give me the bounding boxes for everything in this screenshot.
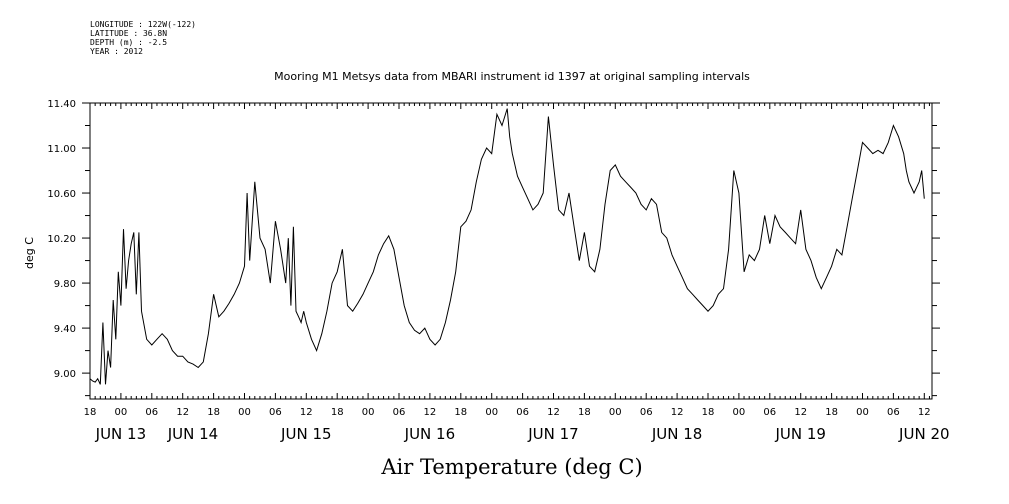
- date-label: JUN 19: [774, 425, 825, 443]
- x-tick-label: 00: [856, 407, 869, 418]
- x-tick-label: 00: [238, 407, 251, 418]
- x-tick-label: 12: [547, 407, 560, 418]
- date-label: JUN 13: [95, 425, 146, 443]
- x-tick-label: 06: [145, 407, 158, 418]
- x-tick-label: 00: [362, 407, 375, 418]
- x-tick-label: 18: [331, 407, 344, 418]
- date-label: JUN 15: [280, 425, 331, 443]
- x-tick-label: 06: [393, 407, 406, 418]
- x-tick-label: 18: [825, 407, 838, 418]
- x-tick-label: 06: [516, 407, 529, 418]
- plot-frame: [89, 102, 933, 400]
- x-tick-label: 12: [918, 407, 931, 418]
- date-label: JUN 14: [167, 425, 218, 443]
- x-tick-label: 18: [578, 407, 591, 418]
- date-label: JUN 17: [527, 425, 578, 443]
- depth-text: DEPTH (m) : -2.5: [90, 38, 168, 47]
- x-tick-label: 12: [671, 407, 684, 418]
- x-tick-label: 00: [609, 407, 622, 418]
- x-axis-label: Air Temperature (deg C): [380, 455, 642, 479]
- x-tick-label: 00: [485, 407, 498, 418]
- x-tick-label: 12: [300, 407, 313, 418]
- x-tick-label: 12: [176, 407, 189, 418]
- x-tick-label: 18: [454, 407, 467, 418]
- x-tick-label: 06: [887, 407, 900, 418]
- y-axis-label: deg C: [23, 237, 36, 269]
- x-tick-label: 00: [733, 407, 746, 418]
- y-tick-label: 9.80: [54, 279, 76, 290]
- x-tick-label: 06: [269, 407, 282, 418]
- longitude-text: LONGITUDE : 122W(-122): [90, 20, 196, 29]
- y-tick-label: 11.40: [47, 99, 76, 110]
- y-tick-label: 11.00: [47, 144, 76, 155]
- x-tick-label: 06: [763, 407, 776, 418]
- y-tick-label: 9.40: [54, 324, 76, 335]
- date-label: JUN 16: [404, 425, 455, 443]
- y-tick-label: 10.60: [47, 189, 76, 200]
- x-tick-label: 00: [115, 407, 128, 418]
- metadata-block: LONGITUDE : 122W(-122) LATITUDE : 36.8N …: [90, 20, 196, 56]
- latitude-text: LATITUDE : 36.8N: [90, 29, 168, 38]
- x-tick-label: 06: [640, 407, 653, 418]
- chart-title: Mooring M1 Metsys data from MBARI instru…: [274, 70, 750, 83]
- x-tick-label: 18: [84, 407, 97, 418]
- date-label: JUN 20: [898, 425, 949, 443]
- tick-labels: 18 00 06 12 18 00 06 12 18 00 06 12 18 00 06 12 18 00 06 12…: [47, 99, 949, 443]
- axis-ticks: [82, 102, 940, 399]
- x-tick-label: 12: [794, 407, 807, 418]
- x-tick-label: 12: [424, 407, 437, 418]
- year-text: YEAR : 2012: [90, 47, 143, 56]
- x-tick-label: 18: [207, 407, 220, 418]
- temperature-series-line: [89, 108, 925, 385]
- y-tick-label: 10.20: [47, 234, 76, 245]
- date-label: JUN 18: [651, 425, 702, 443]
- y-tick-label: 9.00: [54, 369, 76, 380]
- x-tick-label: 18: [702, 407, 715, 418]
